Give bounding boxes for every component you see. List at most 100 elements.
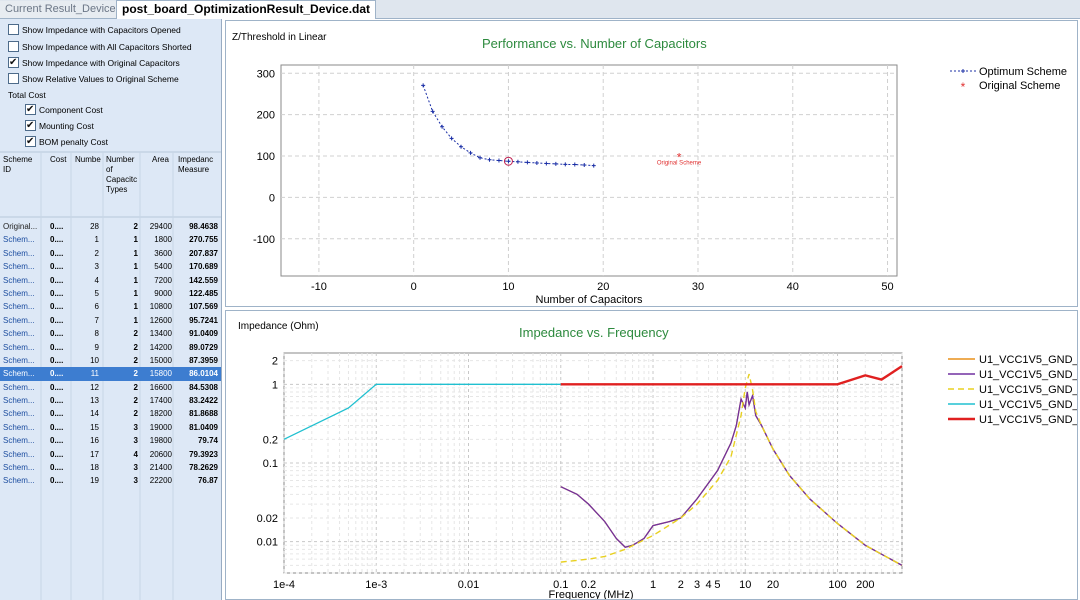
checkbox-icon[interactable] bbox=[25, 134, 36, 149]
data-point bbox=[487, 157, 492, 162]
table-row[interactable]: Schem... 0.... 10 2 15000 87.3959 bbox=[0, 354, 221, 367]
cell-id: Schem... bbox=[3, 315, 35, 325]
table-row[interactable]: Schem... 0.... 16 3 19800 79.74 bbox=[0, 434, 221, 447]
data-point bbox=[563, 162, 568, 167]
option-label: BOM penalty Cost bbox=[39, 137, 108, 147]
column-scheme-id[interactable]: Scheme ID bbox=[3, 155, 33, 174]
cell-cost: 0.... bbox=[50, 422, 64, 432]
cell-num: 4 bbox=[94, 275, 99, 285]
column-number[interactable]: Numbe bbox=[75, 155, 101, 164]
impedance-chart[interactable]: 1e-4 1e-3 0.01 0.1 0.2 1 2 3 4 5 10 20 100 200210.20.… bbox=[226, 311, 1077, 599]
cell-imp: 81.0409 bbox=[189, 422, 218, 432]
option-label: Show Impedance with Original Capacitors bbox=[22, 58, 180, 68]
table-row[interactable]: Schem... 0.... 6 1 10800 107.569 bbox=[0, 300, 221, 313]
cell-types: 3 bbox=[133, 476, 138, 486]
column-cost[interactable]: Cost bbox=[50, 155, 67, 164]
data-point bbox=[591, 163, 596, 168]
table-row[interactable]: Schem... 0.... 1 1 1800 270.755 bbox=[0, 233, 221, 246]
cell-area: 20600 bbox=[149, 449, 172, 459]
table-row[interactable]: Schem... 0.... 7 1 12600 95.7241 bbox=[0, 314, 221, 327]
x-tick-label: 0.2 bbox=[581, 579, 596, 591]
cell-area: 13400 bbox=[149, 329, 172, 339]
cell-area: 7200 bbox=[154, 275, 172, 285]
column-area[interactable]: Area bbox=[152, 155, 169, 164]
tab-bar: Current Result_Device post_board_Optimiz… bbox=[0, 0, 1080, 19]
column-number-of-types[interactable]: Number of Capacitc Types bbox=[106, 155, 138, 194]
plot-area bbox=[280, 64, 898, 277]
cell-imp: 86.0104 bbox=[189, 369, 218, 379]
cell-num: 15 bbox=[90, 422, 99, 432]
table-row[interactable]: Schem... 0.... 3 1 5400 170.689 bbox=[0, 260, 221, 273]
legend-label: U1_VCC1V5_GND_ bbox=[979, 399, 1077, 411]
table-row[interactable]: Schem... 0.... 18 3 21400 78.2629 bbox=[0, 461, 221, 474]
checkbox-icon[interactable] bbox=[8, 24, 19, 35]
data-point bbox=[440, 124, 445, 129]
cell-id: Schem... bbox=[3, 302, 35, 312]
table-row[interactable]: Schem... 0.... 11 2 15800 86.0104 bbox=[0, 367, 221, 381]
cell-cost: 0.... bbox=[50, 369, 64, 379]
cell-area: 14200 bbox=[149, 342, 172, 352]
table-row[interactable]: Schem... 0.... 8 2 13400 91.0409 bbox=[0, 327, 221, 340]
cell-area: 5400 bbox=[154, 262, 172, 272]
cell-cost: 0.... bbox=[50, 222, 64, 231]
checkbox-icon[interactable] bbox=[8, 41, 19, 52]
x-tick-label: 4 bbox=[705, 579, 711, 591]
option-label: Mounting Cost bbox=[39, 121, 94, 131]
data-point bbox=[582, 163, 587, 168]
x-tick-label: 100 bbox=[828, 579, 846, 591]
tab-optimization-result[interactable]: post_board_OptimizationResult_Device.dat bbox=[116, 0, 377, 19]
x-tick-label: 30 bbox=[692, 281, 704, 293]
data-point bbox=[553, 161, 558, 166]
table-row[interactable]: Original... 0.... 28 2 29400 98.4638 bbox=[0, 220, 221, 233]
option-label: Component Cost bbox=[39, 105, 103, 115]
total-cost-label: Total Cost bbox=[8, 90, 46, 100]
tab-current-result[interactable]: Current Result_Device bbox=[0, 1, 122, 18]
cell-imp: 142.559 bbox=[189, 275, 218, 285]
cell-types: 4 bbox=[133, 449, 138, 459]
table-row[interactable]: Schem... 0.... 19 3 22200 76.87 bbox=[0, 474, 221, 487]
legend-label-optimum: Optimum Scheme bbox=[979, 66, 1067, 78]
table-row[interactable]: Schem... 0.... 9 2 14200 89.0729 bbox=[0, 341, 221, 354]
cell-imp: 83.2422 bbox=[189, 396, 218, 406]
table-row[interactable]: Schem... 0.... 14 2 18200 81.8688 bbox=[0, 407, 221, 420]
x-tick-label: 1 bbox=[650, 579, 656, 591]
table-row[interactable]: Schem... 0.... 12 2 16600 84.5308 bbox=[0, 381, 221, 394]
y-tick-label: 0.1 bbox=[263, 458, 278, 470]
cell-num: 12 bbox=[90, 382, 99, 392]
column-impedance-measure[interactable]: Impedanc Measure bbox=[178, 155, 214, 174]
cell-types: 2 bbox=[133, 409, 138, 419]
cell-cost: 0.... bbox=[50, 463, 64, 473]
cell-num: 13 bbox=[90, 396, 99, 406]
cell-num: 28 bbox=[90, 222, 99, 231]
cell-num: 5 bbox=[94, 288, 99, 298]
table-row[interactable]: Schem... 0.... 2 1 3600 207.837 bbox=[0, 247, 221, 260]
table-row[interactable]: Schem... 0.... 4 1 7200 142.559 bbox=[0, 274, 221, 287]
cell-id: Schem... bbox=[3, 355, 35, 365]
cell-id: Schem... bbox=[3, 329, 35, 339]
option-label: Show Impedance with All Capacitors Short… bbox=[22, 42, 192, 52]
cell-num: 18 bbox=[90, 463, 99, 473]
checkbox-icon[interactable] bbox=[8, 55, 19, 70]
data-point bbox=[544, 161, 549, 166]
checkbox-icon[interactable] bbox=[25, 118, 36, 133]
legend-label: U1_VCC1V5_GND_ bbox=[979, 354, 1077, 366]
legend-label: U1_VCC1V5_GND_ bbox=[979, 369, 1077, 381]
table-row[interactable]: Schem... 0.... 5 1 9000 122.485 bbox=[0, 287, 221, 300]
series-line bbox=[560, 391, 903, 566]
cell-imp: 91.0409 bbox=[189, 329, 218, 339]
x-tick-label: 10 bbox=[502, 281, 514, 293]
table-row[interactable]: Schem... 0.... 13 2 17400 83.2422 bbox=[0, 394, 221, 407]
cell-cost: 0.... bbox=[50, 275, 64, 285]
checkbox-icon[interactable] bbox=[8, 73, 19, 84]
legend-marker-original: * bbox=[961, 80, 966, 94]
cell-cost: 0.... bbox=[50, 396, 64, 406]
checkbox-icon[interactable] bbox=[25, 102, 36, 117]
cell-id: Schem... bbox=[3, 235, 35, 245]
table-row[interactable]: Schem... 0.... 17 4 20600 79.3923 bbox=[0, 448, 221, 461]
cell-num: 6 bbox=[94, 302, 99, 312]
cell-area: 15800 bbox=[149, 369, 172, 379]
cell-id: Schem... bbox=[3, 342, 35, 352]
cell-id: Schem... bbox=[3, 382, 35, 392]
table-row[interactable]: Schem... 0.... 15 3 19000 81.0409 bbox=[0, 421, 221, 434]
